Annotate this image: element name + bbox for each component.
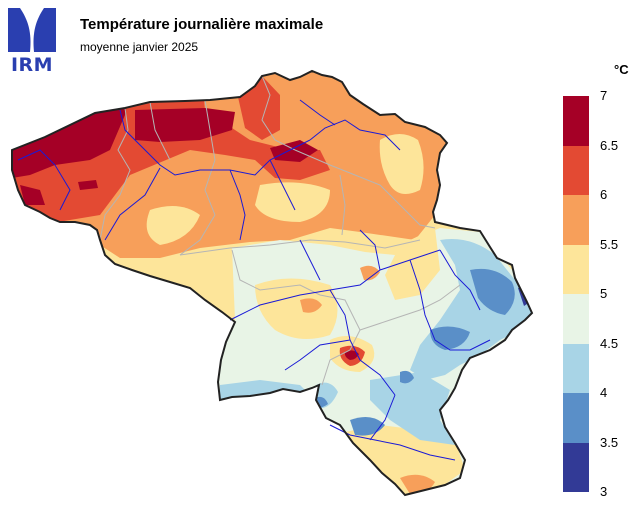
legend-tick-label: 5 xyxy=(600,286,608,301)
province-boundaries xyxy=(99,75,461,386)
temperature-map xyxy=(11,70,533,496)
legend-tick-label: 5.5 xyxy=(600,236,619,252)
legend-swatch xyxy=(563,96,589,146)
legend-tick-label: 6.5 xyxy=(600,137,619,153)
legend-tick-label: 3 xyxy=(600,484,608,499)
legend-swatch xyxy=(563,393,589,443)
logo-mark-icon xyxy=(8,8,56,52)
legend-swatch xyxy=(563,442,589,492)
legend-unit: °C xyxy=(614,62,629,77)
page-subtitle: moyenne janvier 2025 xyxy=(80,40,199,54)
legend-swatch xyxy=(563,195,589,245)
legend-swatch xyxy=(563,294,589,344)
legend-swatch xyxy=(563,145,589,195)
legend-tick-label: 3.5 xyxy=(600,434,619,450)
legend-swatch xyxy=(563,244,589,294)
legend-tick-label: 7 xyxy=(600,88,608,103)
logo-text: IRM xyxy=(10,54,54,76)
legend-tick-label: 4 xyxy=(600,385,608,400)
temperature-fill xyxy=(12,71,532,495)
legend-tick-label: 6 xyxy=(600,187,608,202)
legend-swatch xyxy=(563,343,589,393)
color-legend xyxy=(563,96,589,492)
irm-logo: IRM xyxy=(6,6,58,76)
page-title: Température journalière maximale xyxy=(80,16,324,33)
legend-tick-label: 4.5 xyxy=(600,335,619,351)
